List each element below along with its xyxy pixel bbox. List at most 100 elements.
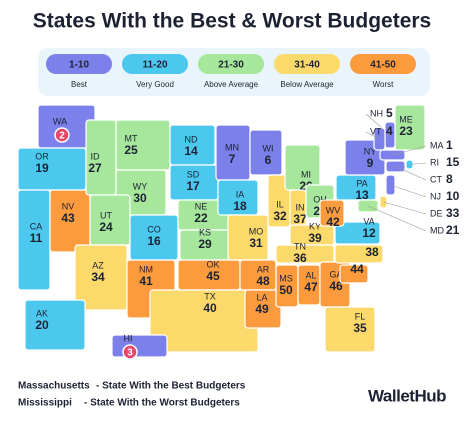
- state-abbr: UT: [100, 210, 112, 220]
- state-rank: 49: [255, 302, 269, 316]
- state-rank: 35: [353, 321, 367, 335]
- state-shape: [324, 306, 376, 353]
- state-abbr: TN: [294, 241, 306, 251]
- brand: WalletHub: [368, 386, 446, 405]
- title: States With the Best & Worst Budgeters: [33, 10, 431, 33]
- note-state: Massachusetts: [18, 381, 90, 392]
- note-text: - State With the Worst Budgeters: [84, 398, 240, 409]
- leader-line: [409, 162, 427, 165]
- state-rank: 16: [147, 234, 161, 248]
- legend-swatch: [274, 54, 340, 74]
- state-rank: 38: [365, 245, 379, 259]
- state-abbr: CO: [147, 224, 161, 234]
- state-rank: 39: [308, 231, 322, 245]
- leader-line: [365, 131, 380, 140]
- state-rank: 2: [59, 131, 65, 142]
- state-abbr: OK: [206, 259, 219, 269]
- state-rank: 34: [91, 270, 105, 284]
- state-rank: 42: [326, 215, 340, 229]
- state-abbr: NH: [370, 108, 383, 118]
- legend-label: Below Average: [280, 80, 334, 89]
- state-shape: [24, 299, 86, 351]
- state-abbr: AK: [36, 308, 48, 318]
- state-rank: 32: [273, 209, 287, 223]
- state-rank: 5: [386, 106, 393, 120]
- state-abbr: WA: [53, 116, 67, 126]
- state-rank: 37: [293, 212, 307, 226]
- legend-label: Very Good: [136, 80, 174, 89]
- state-abbr: MD: [430, 225, 444, 235]
- state-shape: [334, 244, 384, 264]
- state-abbr: IN: [296, 202, 305, 212]
- state-rank: 18: [233, 199, 247, 213]
- state-abbr: RI: [430, 157, 439, 167]
- state-rank: 6: [265, 153, 272, 167]
- state-rank: 7: [229, 152, 236, 166]
- state-rank: 25: [124, 143, 138, 157]
- state-rank: 11: [30, 231, 43, 245]
- leader-line: [383, 201, 427, 215]
- state-abbr: IL: [276, 199, 284, 209]
- state-rank: 46: [329, 279, 343, 293]
- legend-swatch: [198, 54, 264, 74]
- state-rank: 43: [61, 211, 75, 225]
- state-abbr: MT: [125, 133, 138, 143]
- legend-label: Above Average: [204, 80, 259, 89]
- legend-swatch: [46, 54, 112, 74]
- legend-range: 31-40: [294, 60, 320, 71]
- state-rank: 19: [35, 161, 49, 175]
- legend-swatch: [122, 54, 188, 74]
- state-abbr: DE: [430, 208, 443, 218]
- state-shape: [17, 147, 87, 191]
- state-abbr: TX: [204, 291, 216, 301]
- state-rank: 10: [446, 189, 460, 203]
- state-shape: [244, 289, 282, 329]
- legend-range: 21-30: [218, 60, 244, 71]
- state-rank: 48: [256, 274, 270, 288]
- state-abbr: KS: [199, 227, 211, 237]
- state-shape: [249, 129, 283, 176]
- state-abbr: AL: [305, 270, 316, 280]
- state-abbr: MO: [249, 226, 264, 236]
- state-shape: [319, 199, 345, 227]
- state-abbr: KY: [309, 221, 321, 231]
- state-abbr: AR: [257, 264, 270, 274]
- state-abbr: VA: [363, 216, 374, 226]
- state-rank: 27: [88, 161, 102, 175]
- state-rank: 45: [206, 269, 220, 283]
- leader-line: [395, 166, 427, 181]
- state-abbr: PA: [356, 178, 367, 188]
- state-abbr: ID: [91, 151, 101, 161]
- state-rank: 13: [355, 188, 369, 202]
- legend-label: Worst: [373, 80, 395, 89]
- state-abbr: FL: [355, 311, 366, 321]
- state-rank: 17: [186, 179, 200, 193]
- state-shape: [275, 244, 335, 264]
- state-abbr: GA: [329, 269, 342, 279]
- state-abbr: OR: [35, 151, 49, 161]
- legend-swatch: [350, 54, 416, 74]
- state-abbr: LA: [256, 292, 267, 302]
- state-rank: 36: [293, 251, 307, 265]
- state-rank: 40: [203, 301, 217, 315]
- state-rank: 1: [446, 138, 453, 152]
- state-abbr: AZ: [92, 260, 104, 270]
- leader-line: [365, 113, 391, 136]
- state-rank: 9: [367, 156, 374, 170]
- state-rank: 14: [184, 144, 198, 158]
- state-shape: [111, 334, 168, 358]
- state-abbr: MS: [279, 273, 293, 283]
- state-rank: 21: [446, 223, 460, 237]
- state-abbr: NM: [139, 264, 153, 274]
- state-rank: 41: [139, 274, 153, 288]
- state-rank: 33: [446, 206, 460, 220]
- state-rank: 50: [279, 283, 293, 297]
- state-abbr: OH: [313, 194, 327, 204]
- state-abbr: NV: [62, 201, 75, 211]
- state-rank: 8: [446, 172, 453, 186]
- state-rank: 47: [304, 280, 318, 294]
- state-rank: 20: [35, 318, 49, 332]
- state-rank: 4: [386, 124, 393, 138]
- legend-range: 1-10: [69, 60, 89, 71]
